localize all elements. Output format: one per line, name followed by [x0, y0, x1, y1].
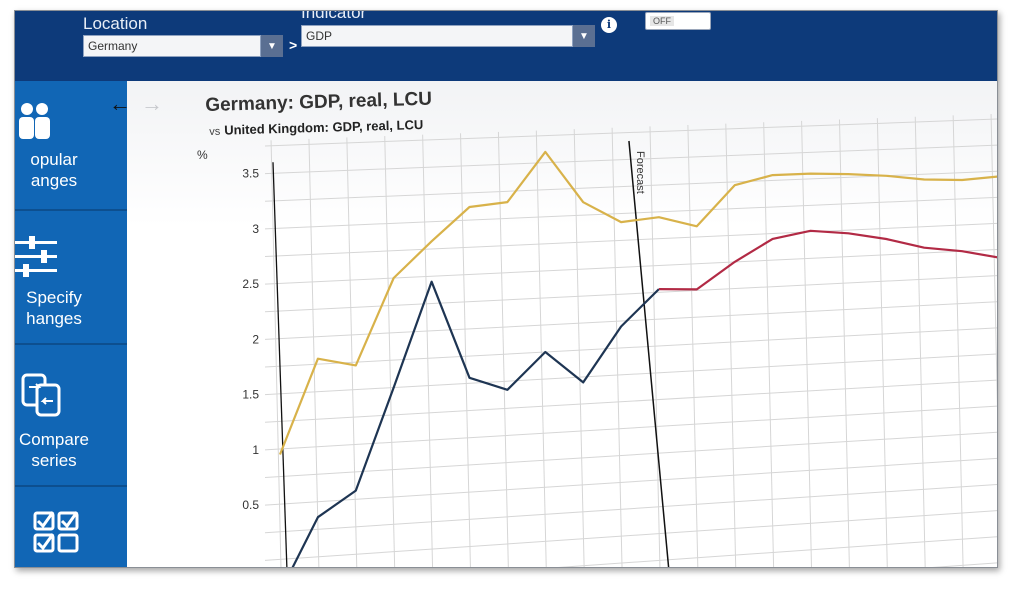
line-chart: 0.5 1 1.5 2 2.5 3 3.5 % Forecast	[197, 113, 997, 567]
indicator-label: Indicator	[301, 10, 367, 22]
grid-line-vertical	[460, 133, 471, 567]
sidebar-item-popular-changes[interactable]: opular anges	[15, 81, 127, 211]
grid-line-vertical	[270, 140, 282, 567]
chevron-right-icon: >	[289, 37, 298, 53]
back-arrow-icon[interactable]: ←	[109, 91, 131, 116]
y-axis-unit: %	[197, 148, 208, 162]
y-tick-label: 1.5	[242, 388, 259, 402]
grid-line-horizontal	[264, 275, 997, 313]
y-tick-label: 1	[252, 443, 259, 457]
series-line-2	[658, 229, 997, 291]
sidebar-item-selection[interactable]	[15, 487, 127, 567]
grid-line-vertical	[611, 127, 623, 567]
checkboxes-icon	[33, 511, 79, 553]
grid-line-horizontal	[264, 222, 997, 257]
grid-line-vertical	[990, 113, 997, 409]
grid-line-vertical	[573, 129, 585, 567]
y-tick-label: 3.5	[242, 167, 259, 181]
sidebar-item-label: opular anges	[30, 150, 78, 190]
grid-line-horizontal	[264, 483, 997, 534]
y-tick-label: 3	[252, 222, 259, 236]
grid-line-vertical	[914, 116, 926, 567]
grid-line-vertical	[687, 125, 699, 567]
location-label: Location	[83, 14, 148, 33]
grid-line-horizontal	[264, 196, 997, 230]
y-tick-label: 2	[252, 332, 259, 346]
location-select[interactable]: Germany	[83, 35, 261, 57]
grid-line-vertical	[422, 134, 434, 567]
grid-line-horizontal	[264, 301, 997, 340]
sidebar-item-label: Specify hanges	[26, 288, 82, 328]
grid-line-horizontal	[264, 405, 997, 451]
chart-grid	[264, 113, 997, 567]
grid-line-vertical	[725, 123, 737, 567]
forecast-divider-line	[628, 140, 670, 567]
location-dropdown-button[interactable]: ▼	[261, 35, 283, 57]
app-window: Location Germany ▼ > Indicator GDP ▼ i O…	[14, 10, 998, 568]
indicator-select[interactable]: GDP	[301, 25, 573, 47]
grid-line-vertical	[876, 118, 888, 567]
grid-line-horizontal	[264, 249, 997, 285]
y-axis-line	[272, 162, 288, 567]
grid-line-vertical	[649, 126, 661, 567]
y-tick-label: 0.5	[242, 498, 259, 512]
forward-arrow-icon[interactable]: →	[141, 91, 163, 116]
grid-line-vertical	[497, 131, 509, 567]
forecast-toggle[interactable]: OFF	[645, 12, 711, 30]
chevron-down-icon: ▼	[579, 30, 589, 42]
forecast-label: Forecast	[634, 151, 646, 194]
people-icon	[19, 103, 50, 139]
y-tick-label: 2.5	[242, 277, 259, 291]
sliders-icon	[15, 236, 57, 277]
chevron-down-icon: ▼	[267, 40, 277, 52]
grid-line-horizontal	[264, 431, 997, 479]
grid-line-horizontal	[264, 510, 997, 561]
grid-line-vertical	[952, 115, 964, 567]
grid-line-vertical	[763, 122, 775, 567]
grid-line-horizontal	[264, 118, 997, 147]
sidebar-item-label: Compare series	[19, 430, 89, 470]
y-axis-ticks: 0.5 1 1.5 2 2.5 3 3.5	[242, 167, 259, 513]
grid-line-horizontal	[264, 144, 997, 175]
grid-line-vertical	[384, 136, 396, 567]
grid-line-horizontal	[264, 327, 997, 368]
series-line-1	[291, 280, 660, 567]
toggle-state-label: OFF	[650, 16, 674, 26]
grid-line-vertical	[308, 138, 320, 567]
indicator-dropdown-button[interactable]: ▼	[573, 25, 595, 47]
series-line-0	[278, 150, 997, 455]
grid-line-vertical	[838, 119, 850, 567]
top-filter-bar: Location Germany ▼ > Indicator GDP ▼ i O…	[15, 11, 997, 81]
grid-line-horizontal	[558, 536, 997, 567]
grid-line-vertical	[346, 137, 358, 567]
sidebar-item-compare-series[interactable]: Compare series	[15, 345, 127, 487]
grid-line-horizontal	[264, 353, 997, 396]
sidebar-item-specify-changes[interactable]: Specify hanges	[15, 211, 127, 345]
grid-line-vertical	[801, 120, 812, 567]
sidebar: opular anges Specify hanges Compare seri…	[15, 81, 127, 567]
compare-icon	[21, 373, 61, 417]
chart-series	[278, 150, 997, 567]
grid-line-vertical	[535, 130, 547, 567]
grid-line-horizontal	[264, 457, 997, 506]
info-icon[interactable]: i	[601, 17, 617, 33]
grid-line-horizontal	[264, 379, 997, 423]
